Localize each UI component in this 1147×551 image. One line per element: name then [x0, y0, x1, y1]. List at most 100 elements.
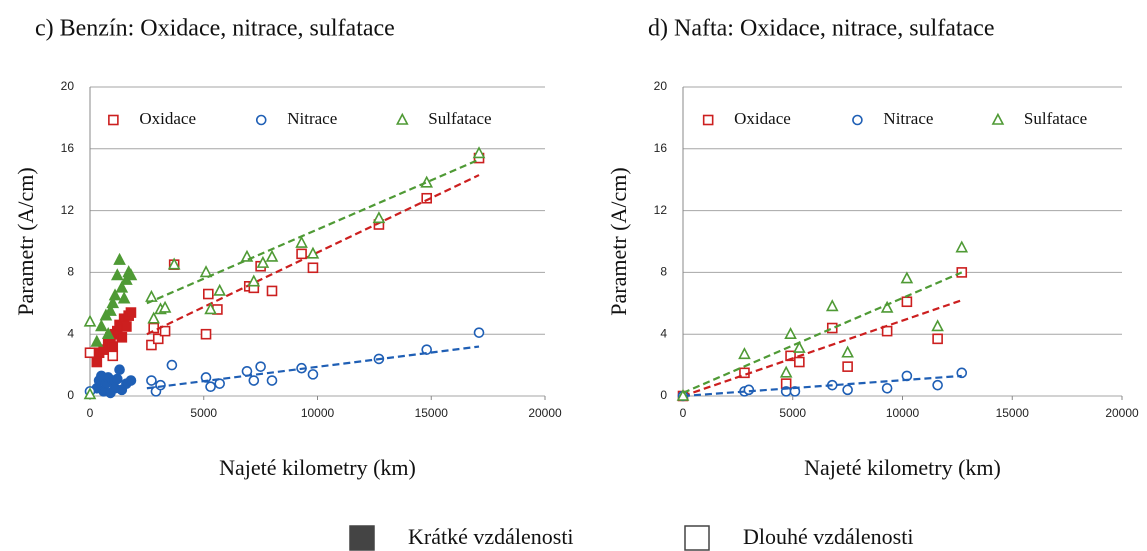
legend-marker: [395, 112, 409, 125]
x-axis-label: Najeté kilometry (km): [804, 455, 1001, 480]
marker-triangle: [101, 326, 115, 340]
y-tick-label: 12: [61, 203, 75, 217]
marker-circle: [743, 384, 755, 396]
y-tick-label: 16: [61, 141, 75, 155]
y-axis-label: Parametr (A/cm): [13, 167, 38, 315]
marker-triangle: [265, 249, 279, 262]
x-axis-label: Najeté kilometry (km): [219, 455, 416, 480]
marker-triangle: [256, 255, 270, 268]
marker-circle: [166, 359, 178, 371]
x-tick-label: 20000: [1105, 406, 1139, 420]
marker-triangle: [306, 246, 320, 259]
marker-triangle: [931, 319, 944, 332]
marker-square: [107, 350, 119, 362]
marker-circle: [112, 373, 123, 385]
y-axis-label: Parametr (A/cm): [606, 167, 631, 315]
marker-square: [107, 341, 119, 352]
marker-triangle: [900, 271, 914, 284]
y-tick-label: 12: [654, 203, 668, 217]
legend-label: Sulfatace: [428, 109, 491, 128]
marker-circle: [255, 361, 266, 372]
marker-square: [203, 288, 214, 300]
marker-square: [826, 322, 838, 334]
x-tick-label: 0: [87, 406, 94, 420]
marker-triangle: [117, 291, 131, 304]
marker-square: [932, 333, 943, 345]
marker-square: [200, 328, 212, 340]
legend-label: Sulfatace: [1024, 109, 1087, 128]
marker-triangle: [676, 388, 690, 401]
marker-triangle: [295, 235, 308, 248]
legend-marker: [852, 114, 863, 126]
marker-triangle: [158, 300, 172, 313]
marker-triangle: [779, 365, 793, 378]
marker-circle: [146, 375, 157, 386]
y-tick-label: 20: [61, 79, 75, 93]
marker-circle: [205, 381, 216, 393]
marker-square: [91, 356, 103, 368]
trend-line: [146, 174, 480, 336]
figure-legend-box: [684, 525, 710, 551]
x-tick-label: 5000: [190, 406, 217, 420]
marker-square: [146, 339, 157, 351]
chart-title: d) Nafta: Oxidace, nitrace, sulfatace: [648, 16, 994, 42]
marker-square: [307, 262, 319, 274]
marker-triangle: [90, 334, 104, 347]
y-tick-label: 8: [67, 265, 74, 279]
marker-triangle: [95, 319, 108, 332]
marker-square: [121, 321, 132, 332]
x-tick-label: 5000: [779, 406, 806, 420]
legend-marker: [108, 114, 119, 126]
marker-circle: [932, 379, 943, 391]
y-tick-label: 20: [654, 79, 668, 93]
marker-square: [901, 296, 913, 308]
trend-line: [682, 299, 963, 398]
marker-triangle: [147, 311, 161, 324]
legend-label: Nitrace: [287, 109, 337, 128]
chart-title: c) Benzín: Oxidace, nitrace, sulfatace: [35, 16, 395, 42]
figure-legend-box: [349, 525, 375, 551]
marker-triangle: [199, 265, 213, 278]
marker-triangle: [247, 274, 261, 287]
marker-triangle: [738, 347, 751, 360]
marker-triangle: [110, 268, 124, 281]
marker-triangle: [880, 300, 894, 313]
marker-triangle: [115, 280, 129, 293]
marker-circle: [248, 375, 260, 386]
y-tick-label: 4: [660, 326, 667, 340]
trend-line: [682, 271, 963, 394]
x-tick-label: 10000: [301, 406, 335, 420]
marker-triangle: [213, 283, 227, 296]
x-tick-label: 15000: [996, 406, 1030, 420]
legend-label: Nitrace: [883, 109, 933, 128]
figure-legend-label: Krátké vzdálenosti: [408, 524, 574, 549]
marker-triangle: [955, 240, 969, 253]
marker-triangle: [784, 326, 797, 340]
marker-square: [116, 331, 128, 343]
x-tick-label: 10000: [886, 406, 920, 420]
marker-circle: [473, 327, 485, 338]
legend-label: Oxidace: [734, 109, 791, 128]
trend-line: [146, 158, 480, 305]
marker-square: [785, 350, 796, 362]
marker-triangle: [167, 257, 181, 270]
trend-line: [146, 345, 480, 390]
y-tick-label: 8: [660, 265, 667, 279]
marker-circle: [114, 364, 125, 376]
marker-circle: [214, 378, 225, 389]
legend-label: Oxidace: [139, 109, 196, 128]
marker-square: [266, 285, 278, 297]
marker-triangle: [825, 299, 839, 312]
marker-square: [159, 325, 171, 337]
marker-square: [421, 192, 433, 204]
marker-triangle: [841, 345, 854, 358]
marker-triangle: [372, 211, 386, 224]
legend-marker: [702, 114, 714, 126]
marker-triangle: [83, 314, 97, 327]
marker-circle: [266, 375, 278, 386]
marker-triangle: [793, 340, 806, 353]
legend-marker: [991, 112, 1005, 125]
y-tick-label: 16: [654, 141, 668, 155]
marker-triangle: [106, 296, 120, 309]
